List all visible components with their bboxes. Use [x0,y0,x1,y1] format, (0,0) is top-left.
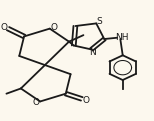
Text: O: O [50,23,57,32]
Text: NH: NH [116,33,129,42]
Text: O: O [33,98,40,107]
Text: O: O [0,23,8,32]
Text: N: N [89,48,96,57]
Text: S: S [97,17,102,26]
Text: O: O [82,96,89,105]
